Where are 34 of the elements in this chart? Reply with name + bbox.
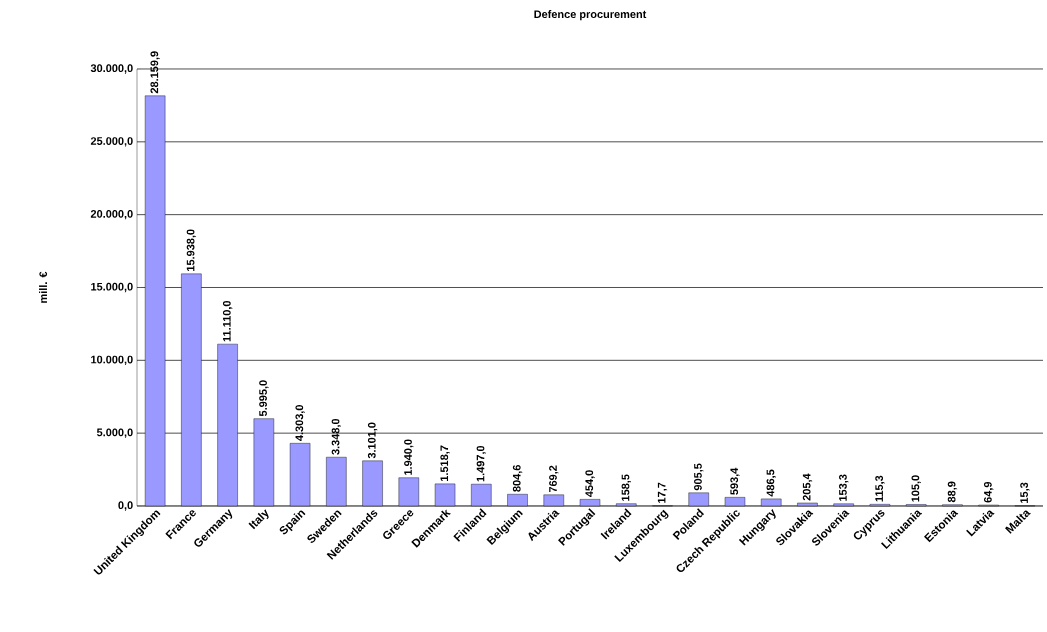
y-tick-label: 15.000,0 [91, 282, 133, 293]
data-label: 64,9 [983, 481, 994, 503]
data-label: 1.518,7 [440, 445, 450, 481]
y-tick-label: 10.000,0 [91, 355, 133, 365]
data-label: 1.940,0 [404, 439, 414, 475]
data-label: 115,3 [875, 475, 885, 502]
data-label: 15,3 [1020, 482, 1030, 503]
data-label: 5.995,0 [259, 380, 269, 417]
y-axis-title: mill. € [39, 271, 48, 303]
data-label: 205,4 [802, 473, 813, 501]
data-label: 17,7 [657, 482, 668, 503]
chart-title: Defence procurement [534, 10, 647, 21]
data-label: 105,0 [911, 475, 921, 502]
data-label: 158,5 [621, 474, 631, 501]
data-label: 769,2 [549, 465, 559, 493]
data-label: 4.303,0 [295, 405, 305, 441]
y-tick-label: 30.000,0 [90, 64, 133, 74]
y-tick-label: 5.000,0 [96, 428, 133, 438]
data-label: 15.938,0 [186, 229, 197, 271]
data-label: 11.110,0 [222, 300, 233, 342]
y-tick-label: 25.000,0 [90, 137, 133, 147]
data-label: 804,6 [512, 465, 523, 492]
data-label: 3.348,0 [331, 418, 342, 455]
data-label: 905,5 [694, 463, 704, 491]
y-tick-label: 20.000,0 [90, 209, 133, 220]
data-label: 454,0 [585, 470, 595, 498]
data-label: 88,9 [947, 481, 958, 503]
data-label: 486,5 [766, 469, 776, 497]
data-label: 1.497,0 [476, 445, 486, 482]
y-tick-label: 0,0 [118, 501, 133, 511]
data-label: 593,4 [730, 467, 740, 495]
data-label: 153,3 [839, 474, 849, 501]
data-label: 3.101,0 [367, 422, 378, 459]
data-label: 28.159,9 [150, 51, 160, 94]
